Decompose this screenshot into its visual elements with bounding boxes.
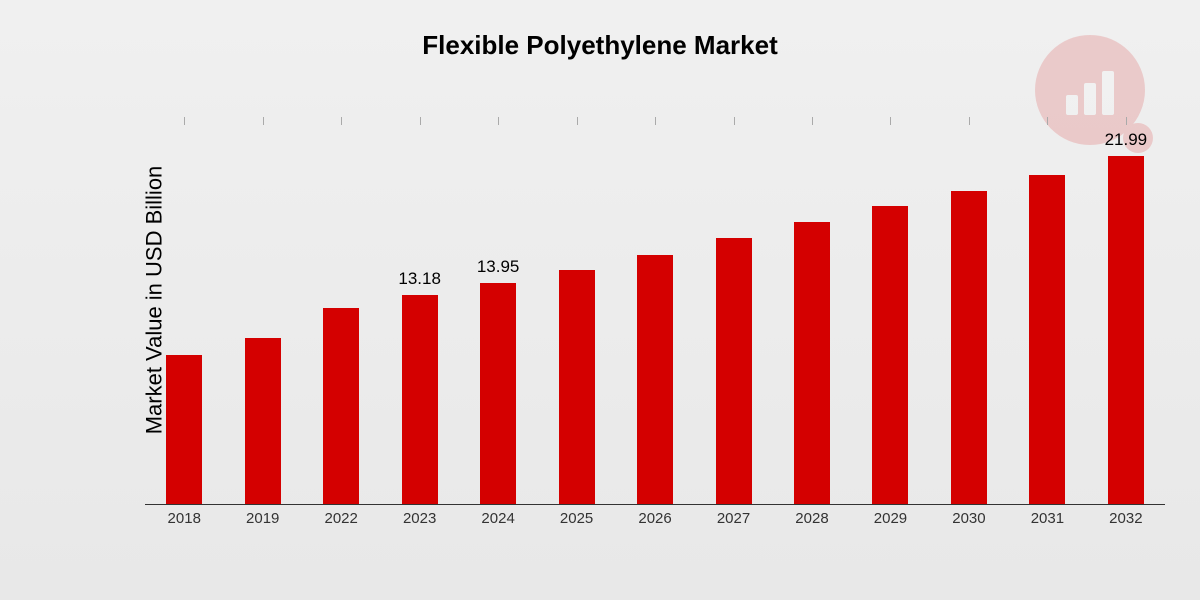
x-axis-label: 2032 <box>1087 510 1165 527</box>
bars-container: 13.18 13.95 21.99 <box>145 125 1165 504</box>
x-axis-label: 2031 <box>1008 510 1086 527</box>
x-axis-label: 2029 <box>851 510 929 527</box>
x-axis-label: 2026 <box>616 510 694 527</box>
bar <box>1029 175 1065 504</box>
bar <box>1108 156 1144 504</box>
x-axis-label: 2025 <box>537 510 615 527</box>
bar <box>637 255 673 504</box>
tick-mark <box>420 117 421 125</box>
x-axis-label: 2023 <box>380 510 458 527</box>
tick-mark <box>1047 117 1048 125</box>
bar-wrapper <box>1008 125 1086 504</box>
tick-mark <box>890 117 891 125</box>
chart-title: Flexible Polyethylene Market <box>422 30 777 61</box>
x-axis-label: 2030 <box>930 510 1008 527</box>
x-axis-label: 2024 <box>459 510 537 527</box>
watermark-bar <box>1102 71 1114 115</box>
bar-wrapper <box>694 125 772 504</box>
x-axis-label: 2018 <box>145 510 223 527</box>
chart-plot-area: 13.18 13.95 21.99 <box>145 125 1165 505</box>
bar-wrapper <box>223 125 301 504</box>
bar <box>559 270 595 504</box>
bar-wrapper <box>537 125 615 504</box>
bar <box>480 283 516 504</box>
tick-mark <box>498 117 499 125</box>
tick-mark <box>655 117 656 125</box>
bar <box>245 338 281 504</box>
bar <box>872 206 908 504</box>
bar <box>402 295 438 504</box>
bar-wrapper: 13.18 <box>380 125 458 504</box>
x-axis-label: 2028 <box>773 510 851 527</box>
bar-wrapper <box>302 125 380 504</box>
bar <box>166 355 202 504</box>
bar-wrapper <box>616 125 694 504</box>
watermark-bar <box>1084 83 1096 115</box>
bar-wrapper <box>145 125 223 504</box>
x-axis-label: 2022 <box>302 510 380 527</box>
x-axis-labels: 2018201920222023202420252026202720282029… <box>145 510 1165 527</box>
x-axis-label: 2027 <box>694 510 772 527</box>
bar <box>794 222 830 504</box>
tick-mark <box>969 117 970 125</box>
bar-wrapper: 21.99 <box>1087 125 1165 504</box>
tick-mark <box>1126 117 1127 125</box>
tick-mark <box>577 117 578 125</box>
bar-value-label: 13.18 <box>398 269 441 289</box>
bar-value-label: 21.99 <box>1105 130 1148 150</box>
bar-wrapper <box>930 125 1008 504</box>
watermark-bars-icon <box>1066 65 1114 115</box>
tick-mark <box>263 117 264 125</box>
watermark-bar <box>1066 95 1078 115</box>
bar-value-label: 13.95 <box>477 257 520 277</box>
x-axis-label: 2019 <box>223 510 301 527</box>
bar-wrapper: 13.95 <box>459 125 537 504</box>
tick-mark <box>184 117 185 125</box>
bar-wrapper <box>773 125 851 504</box>
tick-mark <box>812 117 813 125</box>
bar <box>716 238 752 504</box>
tick-mark <box>341 117 342 125</box>
bar <box>951 191 987 505</box>
bar-wrapper <box>851 125 929 504</box>
bar <box>323 308 359 504</box>
tick-mark <box>734 117 735 125</box>
